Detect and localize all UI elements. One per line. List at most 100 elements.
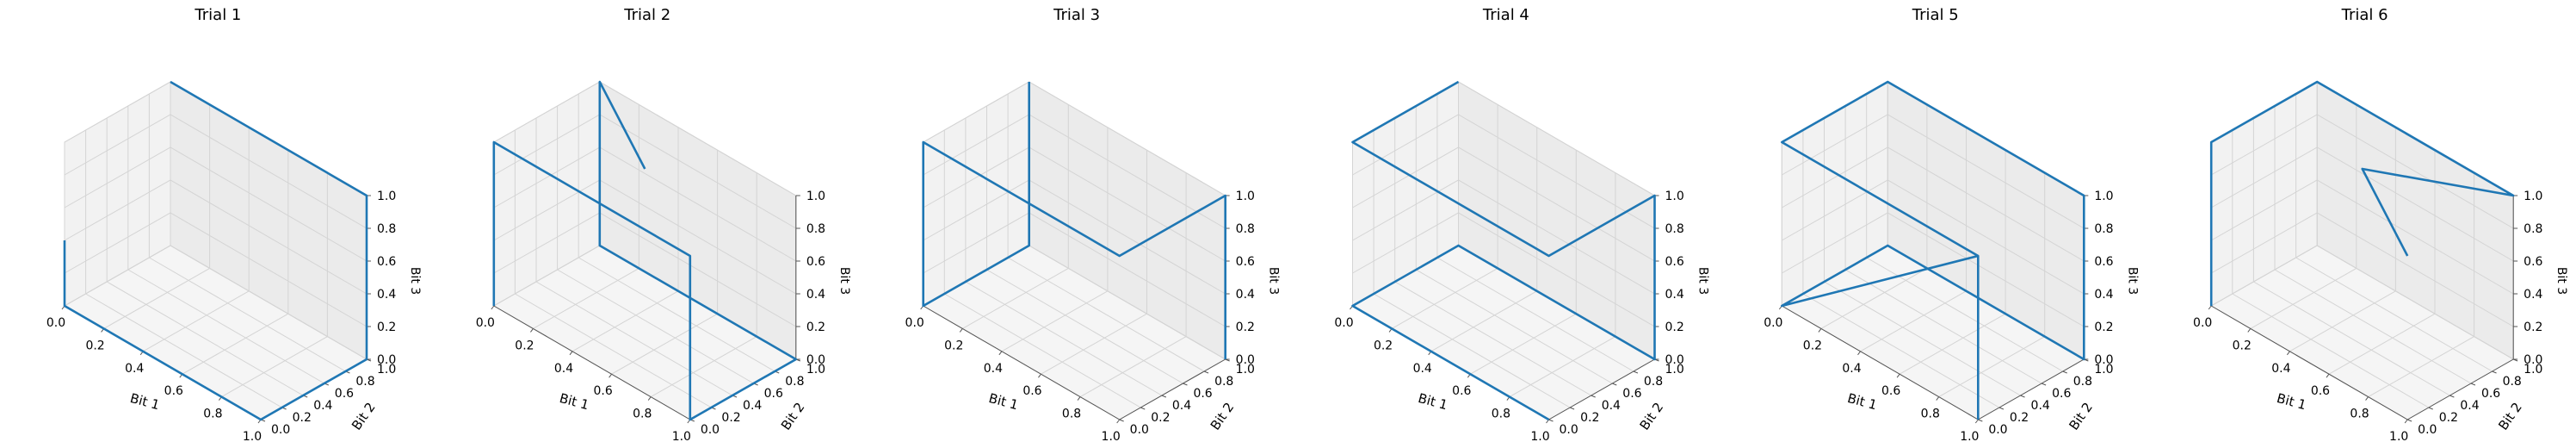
y-tick-label: 0.4 — [2031, 399, 2050, 413]
x-tick-label: 0.8 — [2350, 408, 2369, 421]
z-tick-label: 0.8 — [1236, 222, 1255, 236]
y-tick-label: 0.0 — [271, 423, 290, 437]
x-tick-mark — [1896, 373, 1900, 378]
x-tick-mark — [1857, 351, 1861, 356]
y-tick-label: 0.4 — [1602, 399, 1621, 413]
z-axis-label: Bit 3 — [1267, 267, 1281, 295]
series-line — [1351, 80, 1656, 421]
y-tick-mark — [2492, 370, 2497, 374]
x-tick-mark — [2286, 351, 2290, 356]
x-tick-label: 1.0 — [672, 430, 691, 442]
y-tick-label: 0.2 — [2010, 411, 2029, 425]
x-tick-label: 1.0 — [1530, 430, 1549, 442]
y-tick-label: 1.0 — [2094, 363, 2113, 377]
series-line — [1781, 80, 2085, 420]
z-tick-label: 1.0 — [2523, 190, 2542, 203]
z-tick-label: 0.6 — [1665, 255, 1684, 269]
y-tick-mark — [1548, 419, 1554, 422]
y-tick-label: 0.2 — [721, 411, 740, 425]
y-tick-mark — [2062, 370, 2067, 374]
grid-y — [85, 130, 282, 408]
z-tick-label: 0.4 — [377, 288, 396, 302]
z-tick-label: 0.6 — [2094, 255, 2113, 269]
z-tick-label: 0.6 — [806, 255, 825, 269]
z-axis-label: Bit 3 — [1696, 267, 1710, 295]
x-tick-label: 0.8 — [633, 408, 652, 421]
subplot-title: Trial 5 — [1912, 6, 1959, 24]
y-tick-label: 0.6 — [2481, 387, 2500, 401]
y-tick-mark — [2020, 395, 2025, 398]
x-tick-label: 1.0 — [243, 430, 262, 442]
grid-y — [578, 94, 775, 372]
y-tick-label: 0.8 — [1214, 375, 1233, 389]
x-axis-line — [2210, 305, 2408, 420]
grid-y — [2274, 106, 2472, 384]
x-tick-label: 0.4 — [984, 362, 1003, 376]
z-tick-label: 0.0 — [1665, 353, 1684, 367]
y-tick-label: 1.0 — [1665, 363, 1684, 377]
grid-y — [127, 106, 325, 384]
z-axis-label: Bit 3 — [2554, 267, 2568, 295]
z-tick-label: 0.2 — [2094, 321, 2113, 334]
z-tick-label: 0.4 — [1236, 288, 1255, 302]
x-tick-label: 0.6 — [1022, 384, 1041, 398]
series-line — [2209, 80, 2515, 306]
y-tick-mark — [1140, 407, 1146, 410]
y-tick-label: 0.6 — [2052, 387, 2071, 401]
z-tick-label: 0.2 — [1665, 321, 1684, 334]
y-tick-label: 0.2 — [2439, 411, 2458, 425]
y-tick-label: 0.0 — [1988, 423, 2007, 437]
z-tick-label: 1.0 — [1665, 190, 1684, 203]
y-axis-label: Bit 2 — [349, 400, 379, 433]
y-tick-mark — [2406, 419, 2412, 422]
x-axis-label: Bit 1 — [128, 390, 161, 413]
x-tick-mark — [2365, 396, 2369, 401]
x-tick-mark — [1936, 396, 1940, 401]
y-tick-label: 1.0 — [377, 363, 396, 377]
y-tick-mark — [1119, 419, 1124, 422]
grid-y — [2316, 82, 2514, 360]
z-tick-label: 0.2 — [377, 321, 396, 334]
subplot-title: Trial 2 — [623, 6, 670, 24]
z-tick-label: 0.8 — [2523, 222, 2542, 236]
subplot-1: 0.00.00.00.20.20.20.40.40.40.6 0.60.60.80… — [46, 6, 422, 442]
y-tick-mark — [1569, 407, 1575, 410]
y-axis-label: Bit 2 — [2495, 400, 2525, 433]
z-tick-label: 0.8 — [2094, 222, 2113, 236]
y-tick-mark — [1612, 383, 1617, 386]
x-tick-label: 0.0 — [1334, 316, 1353, 330]
x-axis-label: Bit 1 — [1846, 390, 1879, 413]
z-tick-label: 0.0 — [2523, 353, 2542, 367]
x-tick-label: 0.8 — [1062, 408, 1081, 421]
grid-y — [2252, 118, 2450, 396]
series-line — [63, 80, 368, 421]
y-tick-label: 0.2 — [1151, 411, 1170, 425]
y-tick-mark — [1998, 407, 2005, 410]
subplot-6: 0.00.00.00.20.20.20.40.40.40.6 0.60.60.80… — [2193, 6, 2568, 442]
x-tick-label: 1.0 — [2389, 430, 2408, 442]
z-tick-label: 0.6 — [377, 255, 396, 269]
x-tick-mark — [2247, 328, 2252, 333]
x-tick-mark — [1974, 419, 1979, 424]
y-tick-mark — [1203, 370, 1209, 374]
y-tick-label: 0.0 — [1560, 423, 1578, 437]
y-tick-label: 0.6 — [1193, 387, 1212, 401]
x-tick-mark — [2404, 419, 2408, 424]
y-tick-label: 0.4 — [2460, 399, 2479, 413]
x-tick-mark — [530, 328, 534, 333]
x-axis-line — [493, 305, 691, 420]
x-tick-label: 0.4 — [1842, 362, 1861, 376]
z-tick-label: 1.0 — [2094, 190, 2113, 203]
x-tick-label: 0.8 — [203, 408, 222, 421]
y-tick-label: 0.6 — [1622, 387, 1641, 401]
x-tick-mark — [998, 351, 1003, 356]
y-tick-label: 0.6 — [764, 387, 783, 401]
y-tick-mark — [1978, 419, 1983, 422]
y-tick-mark — [1633, 370, 1639, 374]
x-tick-label: 0.0 — [2193, 316, 2212, 330]
series-line — [922, 82, 1226, 359]
z-tick-label: 0.0 — [1236, 353, 1255, 367]
x-tick-mark — [1116, 419, 1121, 424]
x-tick-label: 1.0 — [1102, 430, 1121, 442]
